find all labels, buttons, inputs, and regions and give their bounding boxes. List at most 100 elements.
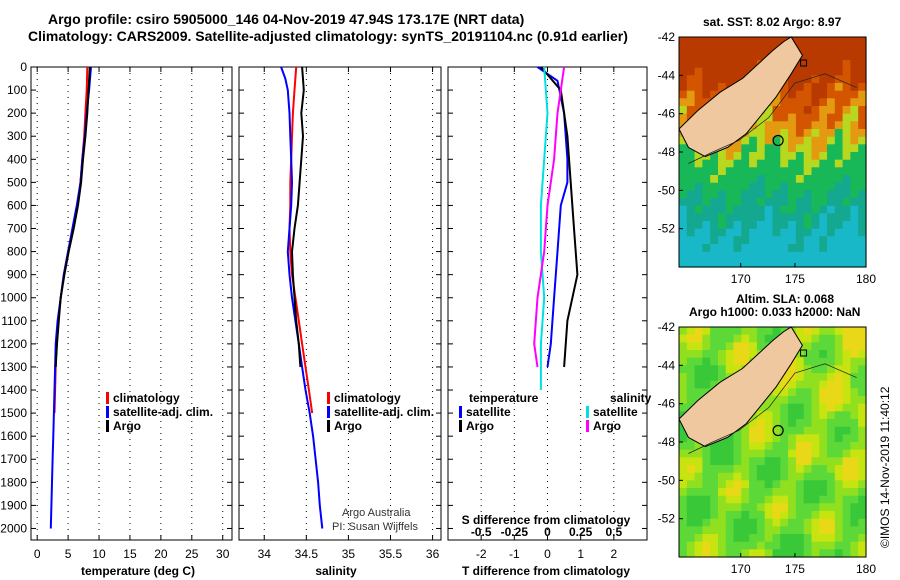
map-cell bbox=[795, 411, 805, 420]
x-tick-label: 0 bbox=[544, 547, 551, 561]
map-cell bbox=[842, 480, 851, 489]
map-cell bbox=[780, 511, 789, 520]
map-cell bbox=[741, 511, 750, 520]
map-cell bbox=[702, 334, 711, 343]
map-cell bbox=[803, 190, 813, 199]
map-cell bbox=[694, 37, 703, 46]
map-cell bbox=[795, 526, 805, 535]
map-cell bbox=[788, 380, 797, 389]
map-cell bbox=[733, 442, 742, 451]
map-cell bbox=[741, 67, 750, 76]
map-cell bbox=[772, 244, 781, 253]
map-cell bbox=[702, 244, 711, 253]
map-cell bbox=[702, 465, 711, 474]
map-cell bbox=[764, 495, 774, 504]
map-cell bbox=[780, 136, 789, 145]
map-cell bbox=[858, 449, 867, 458]
y-tick-label: 900 bbox=[7, 268, 27, 282]
map-cell bbox=[819, 152, 828, 161]
map-cell bbox=[850, 426, 859, 435]
map-cell bbox=[718, 251, 727, 260]
map-cell bbox=[694, 152, 703, 161]
map-cell bbox=[718, 182, 727, 191]
map-cell bbox=[741, 44, 750, 53]
map-cell bbox=[842, 167, 851, 176]
map-cell bbox=[803, 90, 813, 99]
map-cell bbox=[811, 167, 820, 176]
x-tick-label-2: -0.25 bbox=[501, 525, 529, 539]
map-cell bbox=[803, 334, 813, 343]
map-cell bbox=[702, 44, 711, 53]
map-cell bbox=[788, 541, 797, 550]
bathymetry-contour bbox=[688, 363, 857, 454]
map-cell bbox=[780, 373, 789, 382]
map-cell bbox=[749, 426, 758, 435]
map-cell bbox=[694, 472, 703, 481]
map-cell bbox=[725, 198, 735, 207]
map-cell bbox=[811, 98, 820, 107]
map-y-tick-label: -50 bbox=[658, 183, 676, 197]
map-y-tick-label: -48 bbox=[658, 145, 676, 159]
map-cell bbox=[725, 449, 735, 458]
map-cell bbox=[718, 221, 727, 230]
map-cell bbox=[741, 350, 750, 359]
map-cell bbox=[780, 442, 789, 451]
map-cell bbox=[764, 511, 774, 520]
map-cell bbox=[850, 480, 859, 489]
map-cell bbox=[819, 541, 828, 550]
map-cell bbox=[827, 480, 836, 489]
map-cell bbox=[858, 388, 867, 397]
map-cell bbox=[679, 236, 688, 245]
map-cell bbox=[756, 511, 766, 520]
map-y-tick-label: -50 bbox=[658, 473, 676, 487]
map-cell bbox=[819, 334, 828, 343]
map-cell bbox=[772, 221, 781, 230]
map-cell bbox=[795, 259, 805, 268]
map-cell bbox=[842, 380, 851, 389]
map-cell bbox=[749, 350, 758, 359]
map-cell bbox=[850, 259, 859, 268]
map-cell bbox=[686, 83, 696, 92]
map-cell bbox=[780, 434, 789, 443]
map-cell bbox=[756, 159, 766, 168]
map-cell bbox=[725, 541, 735, 550]
y-tick-label: 1300 bbox=[0, 360, 27, 374]
map-cell bbox=[686, 457, 696, 466]
map-cell bbox=[718, 44, 727, 53]
map-cell bbox=[733, 434, 742, 443]
map-cell bbox=[858, 503, 867, 512]
map-cell bbox=[850, 67, 859, 76]
map-cell bbox=[834, 198, 844, 207]
legend-label-argo: Argo bbox=[113, 419, 141, 433]
map-cell bbox=[710, 503, 719, 512]
map-cell bbox=[788, 442, 797, 451]
map-cell bbox=[780, 549, 789, 558]
map-cell bbox=[772, 175, 781, 184]
island-marker bbox=[800, 349, 808, 357]
map-cell bbox=[741, 434, 750, 443]
map-cell bbox=[679, 37, 688, 46]
map-cell bbox=[710, 342, 719, 351]
map-cell bbox=[819, 442, 828, 451]
map-cell bbox=[850, 334, 859, 343]
map-cell bbox=[811, 244, 820, 253]
map-cell bbox=[764, 327, 774, 336]
map-cell bbox=[686, 549, 696, 558]
map-cell bbox=[694, 495, 703, 504]
map-cell bbox=[741, 213, 750, 222]
map-cell bbox=[803, 472, 813, 481]
map-cell bbox=[725, 67, 735, 76]
map-cell bbox=[764, 144, 774, 153]
map-cell bbox=[834, 136, 844, 145]
map-cell bbox=[764, 121, 774, 130]
map-cell bbox=[764, 251, 774, 260]
map-cell bbox=[850, 380, 859, 389]
map-cell bbox=[694, 167, 703, 176]
map-cell bbox=[834, 259, 844, 268]
map-cell bbox=[788, 75, 797, 84]
map-cell bbox=[788, 526, 797, 535]
map-cell bbox=[780, 244, 789, 253]
map-cell bbox=[741, 549, 750, 558]
map-cell bbox=[788, 182, 797, 191]
map-cell bbox=[764, 182, 774, 191]
